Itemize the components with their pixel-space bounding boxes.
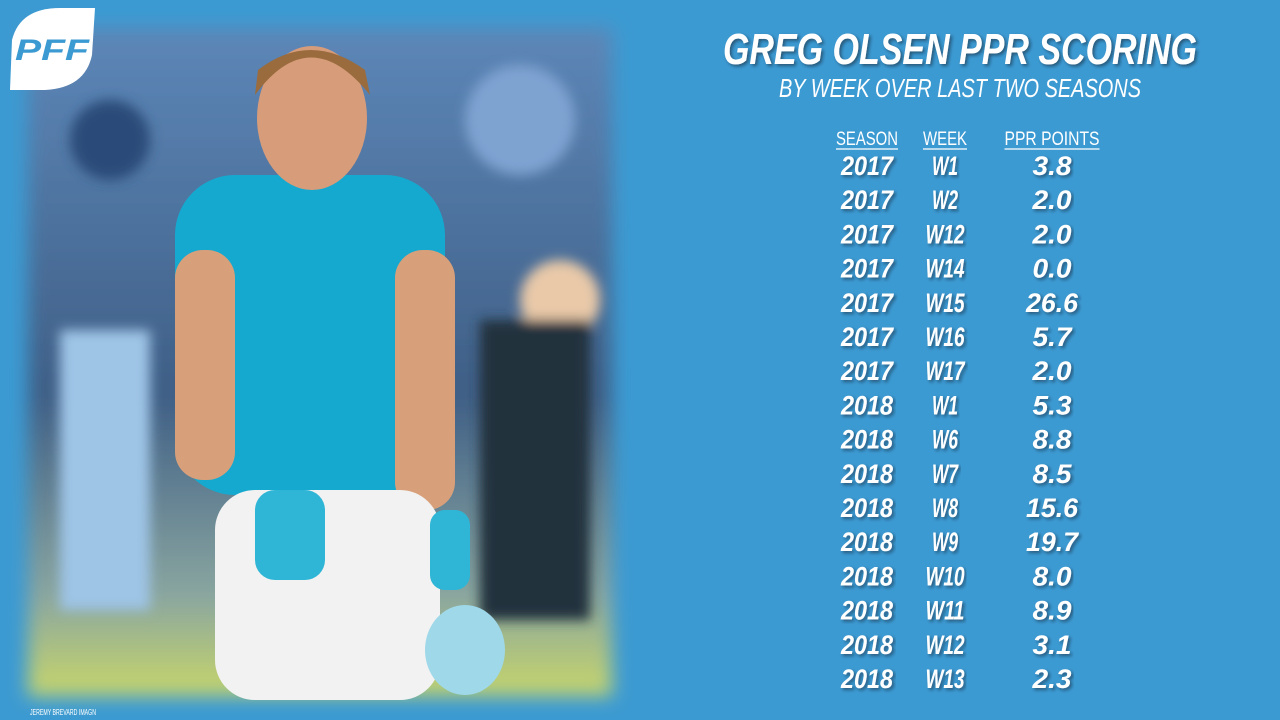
table-cell: 2018 (840, 527, 893, 557)
table-cell: 2.0 (1031, 185, 1071, 215)
table-cell: W15 (926, 288, 966, 318)
column-header: PPR POINTS (1005, 129, 1100, 150)
table-cell: W1 (932, 390, 958, 420)
table-cell: W8 (932, 493, 958, 523)
table-row: 2018 W8 15.6 (840, 493, 1079, 523)
table-cell: 5.7 (1033, 322, 1074, 352)
table-row: 2017 W12 2.0 (840, 219, 1071, 249)
table-cell: 15.6 (1026, 493, 1079, 523)
table-cell: 2.0 (1031, 219, 1071, 249)
table-row: 2018 W1 5.3 (840, 390, 1071, 420)
jersey (175, 175, 445, 495)
table-cell: 2018 (840, 664, 893, 694)
table-cell: 19.7 (1026, 527, 1080, 557)
table-row: 2018 W12 3.1 (840, 630, 1071, 660)
table-cell: 3.1 (1033, 630, 1072, 660)
table-row: 2018 W9 19.7 (840, 527, 1080, 557)
table-cell: 2018 (840, 630, 893, 660)
table-cell: 0.0 (1033, 254, 1072, 284)
table-cell: W14 (926, 254, 965, 284)
table-cell: W2 (932, 185, 958, 215)
table-cell: 26.6 (1025, 288, 1079, 318)
table-row: 2017 W15 26.6 (840, 288, 1079, 318)
column-header: WEEK (923, 129, 967, 150)
table-cell: W17 (926, 356, 966, 386)
table-cell: 2017 (840, 322, 895, 352)
table-row: 2017 W2 2.0 (840, 185, 1071, 215)
column-header: SEASON (836, 129, 898, 150)
table-cell: 8.9 (1033, 596, 1072, 626)
table-cell: W1 (932, 151, 958, 181)
table-row: 2017 W16 5.7 (840, 322, 1073, 352)
table-cell: 8.0 (1033, 561, 1072, 591)
title: GREG OLSEN PPR SCORING (723, 25, 1197, 74)
table-cell: 2017 (840, 254, 895, 284)
table-cell: 2017 (840, 356, 895, 386)
table-cell: 2017 (840, 151, 895, 181)
table-row: 2018 W10 8.0 (840, 561, 1071, 591)
table-cell: 2017 (840, 185, 895, 215)
table-cell: W7 (932, 459, 959, 489)
table-cell: 2018 (840, 561, 893, 591)
photo (28, 28, 612, 700)
table-cell: 2017 (840, 288, 895, 318)
table-cell: 2017 (840, 219, 895, 249)
table-cell: W12 (926, 219, 965, 249)
logo-badge: PFF (10, 8, 95, 90)
table-cell: W13 (926, 664, 965, 694)
table-cell: 2018 (840, 425, 893, 455)
table-cell: W12 (926, 630, 965, 660)
table-cell: 8.8 (1033, 425, 1072, 455)
table-row: 2018 W13 2.3 (840, 664, 1071, 694)
table-cell: W11 (926, 596, 965, 626)
table-cell: 2018 (840, 596, 893, 626)
table-cell: 5.3 (1033, 390, 1072, 420)
table-row: 2017 W17 2.0 (840, 356, 1071, 386)
photo-credit: JEREMY BREVARD IMAGN (30, 708, 96, 717)
table-cell: 2.0 (1031, 356, 1071, 386)
table-cell: W10 (926, 561, 965, 591)
table-cell: 3.8 (1033, 151, 1072, 181)
table-row: 2017 W1 3.8 (840, 151, 1071, 181)
logo: PFF (15, 34, 90, 67)
table-cell: 2018 (840, 390, 893, 420)
table-cell: 8.5 (1033, 459, 1073, 489)
table-cell: W16 (926, 322, 966, 352)
subtitle: BY WEEK OVER LAST TWO SEASONS (779, 73, 1141, 103)
table-row: 2018 W7 8.5 (840, 459, 1072, 489)
table-row: 2018 W11 8.9 (840, 596, 1071, 626)
table-cell: W9 (932, 527, 958, 557)
table-cell: 2018 (840, 493, 893, 523)
table-cell: 2.3 (1031, 664, 1071, 694)
table-row: 2017 W14 0.0 (840, 254, 1071, 284)
table-cell: W6 (932, 425, 959, 455)
table-cell: 2018 (840, 459, 893, 489)
table-row: 2018 W6 8.8 (840, 425, 1071, 455)
